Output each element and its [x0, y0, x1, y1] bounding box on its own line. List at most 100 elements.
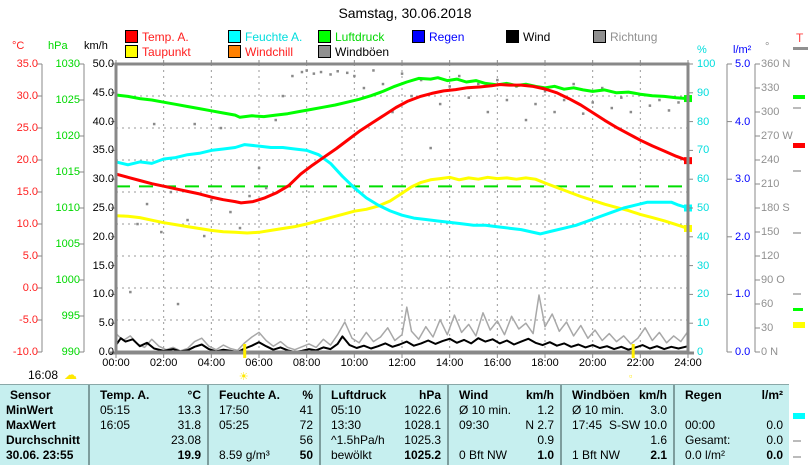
direction-dot — [524, 118, 528, 122]
legend-label: Wind — [523, 30, 551, 44]
axis-tick-label: 45.0 — [92, 86, 114, 99]
direction-dot — [410, 94, 413, 98]
table-cell-value: 1025.3 — [404, 433, 441, 447]
x-tick-label: 04:00 — [197, 357, 226, 369]
direction-dot — [281, 94, 285, 98]
axis-tick-label: 5.0 — [22, 250, 38, 262]
legend-swatch — [506, 30, 519, 43]
summary-table: Sensor MinWert MaxWert Durchschnitt 30.06. 2… — [0, 384, 789, 465]
legend-label: Feuchte A. — [245, 30, 303, 44]
direction-dot — [229, 210, 232, 214]
table-cell-value: 56 — [299, 433, 313, 447]
direction-dot — [176, 302, 180, 306]
trend-strip-mark — [793, 413, 805, 419]
trend-strip-mark — [793, 107, 801, 109]
table-cell-value: % — [302, 388, 313, 402]
axis-tick-label: 10.0 — [92, 288, 114, 301]
table-row: 8.59 g/m³ 50 — [209, 448, 319, 463]
table-row: 1 Bft NW 2.1 — [562, 448, 673, 463]
axis-tick-label: 30 — [761, 322, 774, 334]
trend-strip-label: T — [796, 31, 804, 45]
axis-tick-label: 240 — [761, 154, 780, 166]
legend-item-wind: Wind — [506, 30, 551, 44]
axis-tick-label: 3.0 — [735, 173, 751, 186]
axis-tick-label: 0.0 — [735, 346, 751, 358]
table-row: ^1.5hPa/h 1025.3 — [321, 433, 447, 448]
axis-tick-label: 210 — [761, 178, 780, 190]
direction-dot — [591, 101, 594, 104]
axis-tick-label: 1015 — [55, 166, 80, 178]
axis-unit-label: l/m² — [733, 44, 752, 56]
table-row: 09:30 N 2.7 — [449, 418, 560, 433]
table-cell-text: 8.59 g/m³ — [219, 448, 270, 462]
axis-tick-label: 1.0 — [735, 288, 751, 301]
axis-tick-label: 40.0 — [92, 115, 114, 128]
daylight-duration: 16:08 ☁ — [28, 367, 78, 382]
table-cell-value: 1022.6 — [404, 403, 441, 417]
direction-dot — [610, 106, 614, 110]
direction-dot — [429, 146, 432, 150]
legend-label: Regen — [429, 30, 465, 44]
legend-item-luftdruck: Luftdruck — [318, 30, 385, 44]
direction-dot — [648, 104, 652, 107]
table-cell-text: Feuchte A. — [219, 388, 280, 402]
axis-tick-label: 1005 — [55, 238, 80, 250]
x-tick-label: 14:00 — [435, 357, 464, 369]
x-tick-label: 00:00 — [102, 357, 130, 369]
sunrise-icon: ☀ — [238, 371, 249, 383]
table-cell-text: Gesamt: — [685, 433, 731, 447]
axis-tick-label: 20.0 — [16, 154, 38, 166]
legend-swatch — [125, 45, 138, 58]
table-cell-text: Wind — [459, 388, 489, 402]
legend-label: Taupunkt — [142, 45, 191, 59]
table-cell-value: 3.0 — [650, 403, 667, 417]
table-row: 0.9 — [449, 433, 560, 448]
table-row: MaxWert — [0, 418, 88, 433]
table-cell-text: 09:30 — [459, 418, 490, 432]
legend-item-taupunkt: Taupunkt — [125, 45, 191, 59]
table-cell-value: 1025.2 — [404, 448, 441, 462]
axis-tick-label: 35.0 — [92, 144, 114, 157]
table-cell-value: 23.08 — [170, 433, 201, 447]
direction-dot — [257, 166, 261, 170]
direction-dot — [160, 230, 163, 234]
axis-tick-label: 120 — [761, 250, 780, 262]
axis-tick-label: 30.0 — [92, 173, 114, 186]
axis-tick-label: 4.0 — [735, 115, 751, 128]
legend-item-windb-en: Windböen — [318, 45, 389, 58]
axis-tick-label: 0.0 — [98, 346, 114, 358]
table-row-label: 30.06. 23:55 — [6, 448, 74, 462]
axis-tick-label: 360 N — [761, 58, 791, 70]
axis-tick-label: -10.0 — [12, 346, 38, 358]
table-column-feuchte-a-: Feuchte A.% 17:50 41 05:25 72 56 8.59 g/m³ 50 — [207, 385, 319, 465]
axis-tick-label: 30.0 — [16, 90, 38, 102]
table-row: Sensor — [0, 388, 88, 403]
table-cell-text: 16:05 — [100, 418, 131, 432]
table-column-luftdruck: Luftdruck hPa 05:10 1022.6 13:30 1028.1 ^1.5hP… — [319, 385, 447, 465]
table-row: 17:45 S-SW 10.0 — [562, 418, 673, 433]
legend-item-feuchte-a-: Feuchte A. — [228, 30, 303, 44]
table-cell-value: 1.2 — [537, 403, 554, 417]
direction-dot — [202, 234, 206, 238]
table-cell-text: 1 Bft NW — [572, 448, 621, 462]
table-cell-value: 41 — [299, 403, 313, 417]
trend-strip-mark — [793, 456, 801, 458]
axis-tick-label: 30 — [697, 259, 710, 272]
series-Feuchte A. — [114, 143, 690, 236]
direction-dot — [372, 69, 375, 72]
table-row: Ø 10 min. 1.2 — [449, 403, 560, 418]
direction-dot — [169, 190, 173, 194]
axis-tick-label: 990 — [61, 346, 80, 358]
direction-dot — [238, 226, 242, 230]
table-column-windb-en: Windböen km/h Ø 10 min. 3.0 17:45 S-SW 10.0 1.… — [560, 385, 673, 465]
table-column-wind: Wind km/h Ø 10 min. 1.2 09:30 N 2.7 0.9 0 Bft N… — [447, 385, 560, 465]
legend-swatch — [593, 30, 606, 43]
axis-tick-label: 50.0 — [92, 58, 114, 70]
axis-tick-label: 10.0 — [16, 218, 38, 230]
direction-dot — [448, 85, 451, 88]
table-row: Ø 10 min. 3.0 — [562, 403, 673, 418]
table-cell-value: 72 — [299, 418, 313, 432]
legend-label: Luftdruck — [335, 30, 385, 44]
axis-tick-label: 0 — [697, 346, 704, 358]
